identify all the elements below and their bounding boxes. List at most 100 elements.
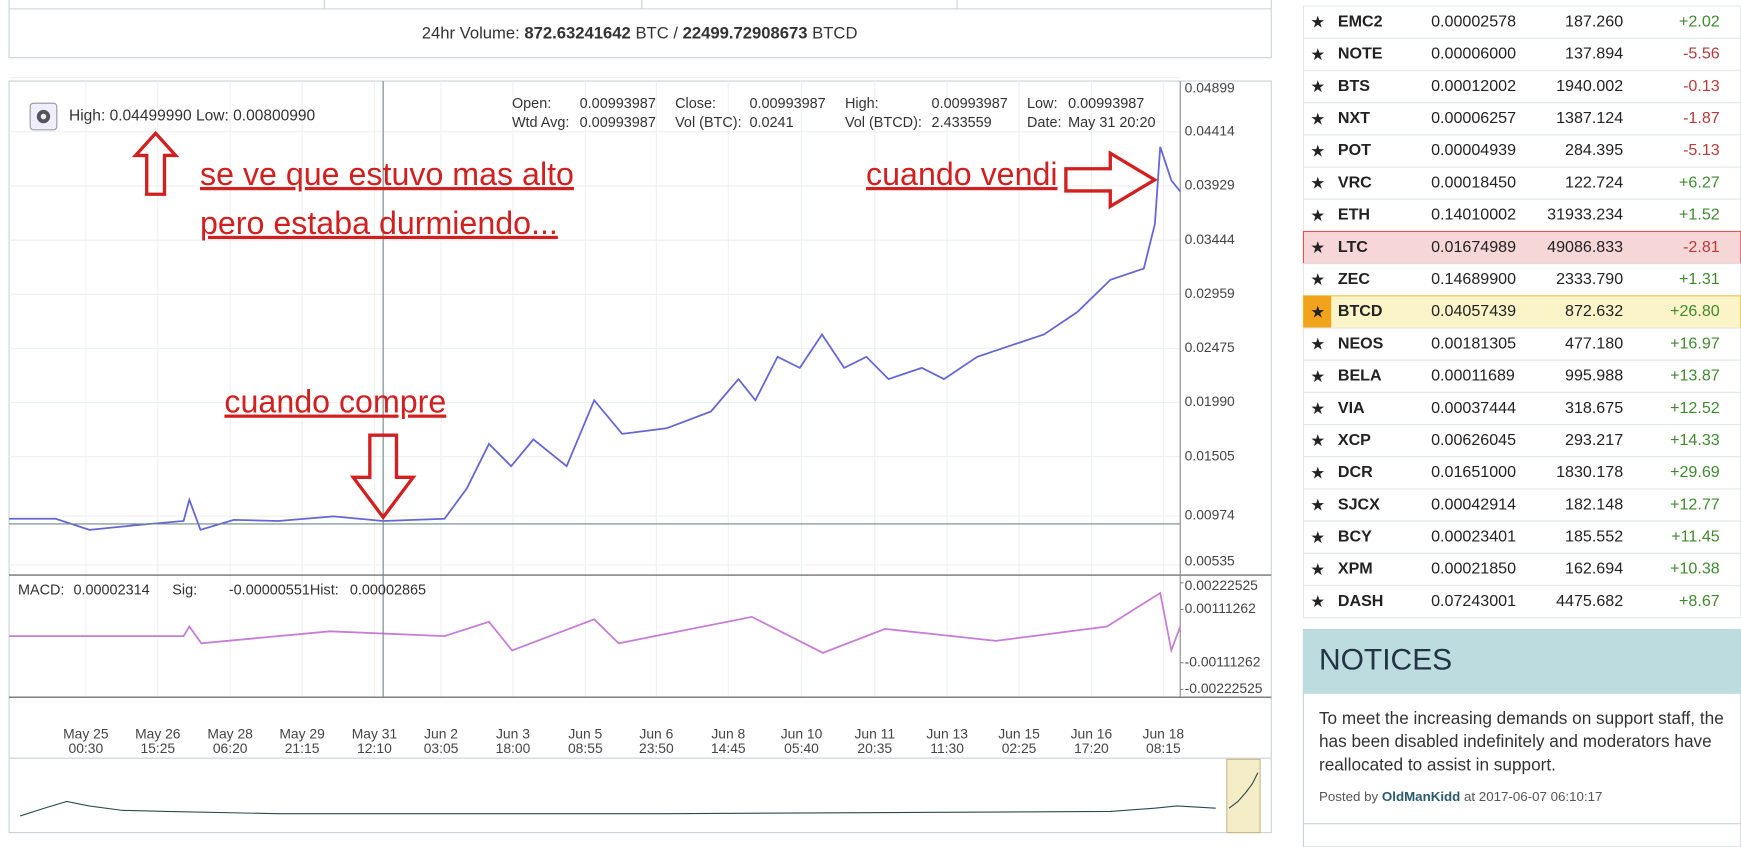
x-tick-time: 21:15 <box>285 740 320 756</box>
unit: BTC / <box>635 24 678 43</box>
x-tick-time: 17:20 <box>1074 740 1109 756</box>
x-tick-label: Jun 15 <box>998 726 1040 742</box>
market-row[interactable] <box>1302 134 1741 168</box>
price: 0.07243001 <box>1431 592 1516 610</box>
x-tick-label: Jun 10 <box>781 726 823 742</box>
x-tick-label: Jun 18 <box>1143 726 1185 742</box>
star-icon[interactable]: ★ <box>1310 77 1325 96</box>
volume: 162.694 <box>1565 560 1623 578</box>
star-icon[interactable]: ★ <box>1310 335 1325 354</box>
change: +6.27 <box>1679 173 1720 191</box>
author-link[interactable]: OldManKidd <box>1382 789 1460 804</box>
coin: BTS <box>1338 77 1370 95</box>
coin: NOTE <box>1338 45 1383 63</box>
market-row[interactable] <box>1302 424 1741 458</box>
market-row[interactable] <box>1302 102 1741 136</box>
coin: LTC <box>1338 238 1368 256</box>
market-row[interactable] <box>1302 69 1741 104</box>
range-text: High: 0.04499990 Low: 0.00800990 <box>69 108 316 125</box>
market-row[interactable] <box>1302 327 1741 361</box>
macd-label: Sig: <box>172 582 197 598</box>
macd-value: -0.00000551 <box>229 582 310 598</box>
star-icon[interactable]: ★ <box>1310 302 1325 321</box>
change: -5.56 <box>1683 45 1720 63</box>
coin: SJCX <box>1338 495 1380 513</box>
market-row[interactable] <box>1302 198 1741 233</box>
star-icon[interactable]: ★ <box>1310 270 1325 289</box>
price: 0.00023401 <box>1431 528 1516 546</box>
y-tick-label: 0.02475 <box>1185 339 1235 355</box>
y-tick-label: 0.03929 <box>1185 177 1235 193</box>
star-icon[interactable]: ★ <box>1310 496 1325 515</box>
annotation: pero estaba durmiendo... <box>200 205 558 241</box>
volume: 137.894 <box>1565 45 1623 63</box>
change: +2.02 <box>1679 12 1720 30</box>
market-row[interactable] <box>1302 520 1741 554</box>
price: 0.00002578 <box>1431 12 1516 30</box>
readout: Open: 0.00993987 Close: 0.00993987 High: 0.00… <box>18 96 1156 598</box>
price: 0.00006000 <box>1431 45 1516 63</box>
plots <box>9 146 1182 654</box>
price: 0.01674989 <box>1431 238 1516 256</box>
price: 0.00018450 <box>1431 173 1516 191</box>
macd-label: MACD: <box>18 582 64 598</box>
x-tick-time: 14:45 <box>711 740 746 756</box>
market-row[interactable] <box>1302 552 1741 587</box>
star-icon[interactable]: ★ <box>1310 174 1325 193</box>
volume: 284.395 <box>1565 141 1623 159</box>
market-row[interactable] <box>1302 295 1741 329</box>
y-tick-label: 0.01505 <box>1185 447 1235 463</box>
market-row[interactable] <box>1302 391 1741 426</box>
x-tick-time: 18:00 <box>496 740 531 756</box>
star-icon[interactable]: ★ <box>1310 206 1325 225</box>
volume: 122.724 <box>1565 173 1623 191</box>
star-icon[interactable]: ★ <box>1310 463 1325 482</box>
coin: NXT <box>1338 109 1370 127</box>
market-row[interactable] <box>1302 230 1741 265</box>
market-row[interactable] <box>1302 166 1741 200</box>
volume: 31933.234 <box>1547 206 1623 224</box>
star-icon[interactable]: ★ <box>1310 141 1325 160</box>
star-icon[interactable]: ★ <box>1310 560 1325 579</box>
star-icon[interactable]: ★ <box>1310 399 1325 418</box>
x-tick-time: 08:15 <box>1146 740 1181 756</box>
coin: BELA <box>1338 367 1382 385</box>
label: Posted by <box>1319 789 1379 804</box>
readout-label: Date: <box>1027 115 1061 131</box>
readout-value: 0.00993987 <box>1068 96 1144 112</box>
x-tick-time: 05:40 <box>784 740 819 756</box>
coin: ZEC <box>1338 270 1371 288</box>
x-tick-label: Jun 2 <box>424 726 458 742</box>
price: 0.14010002 <box>1431 206 1516 224</box>
notices-header <box>1303 629 1741 694</box>
arrow-right <box>1064 150 1158 210</box>
market-row[interactable] <box>1302 456 1741 490</box>
readout-value: 0.00993987 <box>750 96 826 112</box>
value: 0.00800990 <box>233 108 315 125</box>
star-icon[interactable]: ★ <box>1310 431 1325 450</box>
star-icon[interactable]: ★ <box>1310 109 1325 128</box>
price: 0.00021850 <box>1431 560 1516 578</box>
readout-label: Close: <box>675 96 716 112</box>
readout-value: 0.00993987 <box>932 96 1008 112</box>
readout-label: Vol (BTCD): <box>845 115 922 131</box>
market-row[interactable] <box>1302 359 1741 393</box>
star-icon[interactable]: ★ <box>1310 367 1325 386</box>
star-icon[interactable]: ★ <box>1310 528 1325 547</box>
market-row[interactable] <box>1302 263 1741 297</box>
volume-text: 24hr Volume: 872.63241642 BTC / 22499.72… <box>422 24 858 43</box>
change: +1.52 <box>1679 206 1720 224</box>
market-row[interactable] <box>1302 37 1741 72</box>
unit: BTCD <box>812 24 857 43</box>
readout-label: Vol (BTC): <box>675 115 742 131</box>
star-icon[interactable]: ★ <box>1310 13 1325 32</box>
volume: 1387.124 <box>1556 109 1623 127</box>
readout-value: 2.433559 <box>932 115 992 131</box>
star-icon[interactable]: ★ <box>1310 238 1325 257</box>
price: 0.00037444 <box>1431 399 1516 417</box>
coin: XPM <box>1338 560 1373 578</box>
star-icon[interactable]: ★ <box>1310 45 1325 64</box>
star-icon[interactable]: ★ <box>1310 592 1325 611</box>
x-tick-label: Jun 8 <box>711 726 745 742</box>
